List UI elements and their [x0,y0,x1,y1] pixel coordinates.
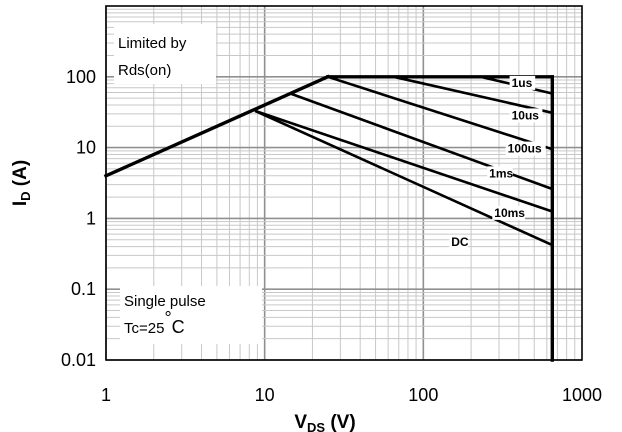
boundary-rds-on-limit [103,74,331,179]
x-axis-title: VDS (V) [294,412,355,432]
tick-labels: 1 10 100 1000 0.01 0.1 1 10 100 [61,67,602,405]
svg-text:Tc=25°C: Tc=25°C [124,308,185,337]
y-tick-label: 0.01 [61,350,96,370]
curve-label-bg [505,141,546,156]
curve-labels: 1us 10us 100us 1ms 10ms DC [449,75,546,249]
curve-100us [327,75,553,151]
limit-note-line1: Limited by [118,35,187,52]
curve-label-dc: DC [451,235,469,249]
curve-dc [254,109,553,247]
curve-label-bg [509,75,536,90]
y-axis-title: ID (A) [10,160,33,206]
pulse-note-temp: Tc=25 [124,320,164,337]
curve-label-100us: 100us [508,142,542,156]
curve-label-10us: 10us [512,108,540,122]
curve-label-bg [449,234,468,249]
curve-10ms [254,109,553,213]
y-tick-label: 100 [66,67,96,87]
plot-frame [105,5,583,361]
curve-label-1us: 1us [512,76,533,90]
y-tick-label: 1 [86,208,96,228]
pulse-note-line1: Single pulse [124,293,206,310]
curve-label-1ms: 1ms [489,166,513,180]
curve-10us [393,75,553,115]
curve-label-bg [509,108,543,123]
x-tick-label: 1000 [562,385,602,405]
curve-label-10ms: 10ms [494,206,525,220]
soa-curves [254,75,553,247]
limit-note-box [114,24,216,84]
y-tick-label: 10 [76,138,96,158]
pulse-note-degree: ° [164,308,171,328]
y-tick-label: 0.1 [71,279,96,299]
x-tick-label: 1 [101,385,111,405]
pulse-note-box [120,286,262,344]
curve-label-bg [487,166,513,181]
x-tick-label: 10 [255,385,275,405]
pulse-note-unit: C [172,317,185,337]
curve-label-bg [492,205,526,220]
limit-note-line2: Rds(on) [118,62,171,79]
x-tick-label: 100 [408,385,438,405]
